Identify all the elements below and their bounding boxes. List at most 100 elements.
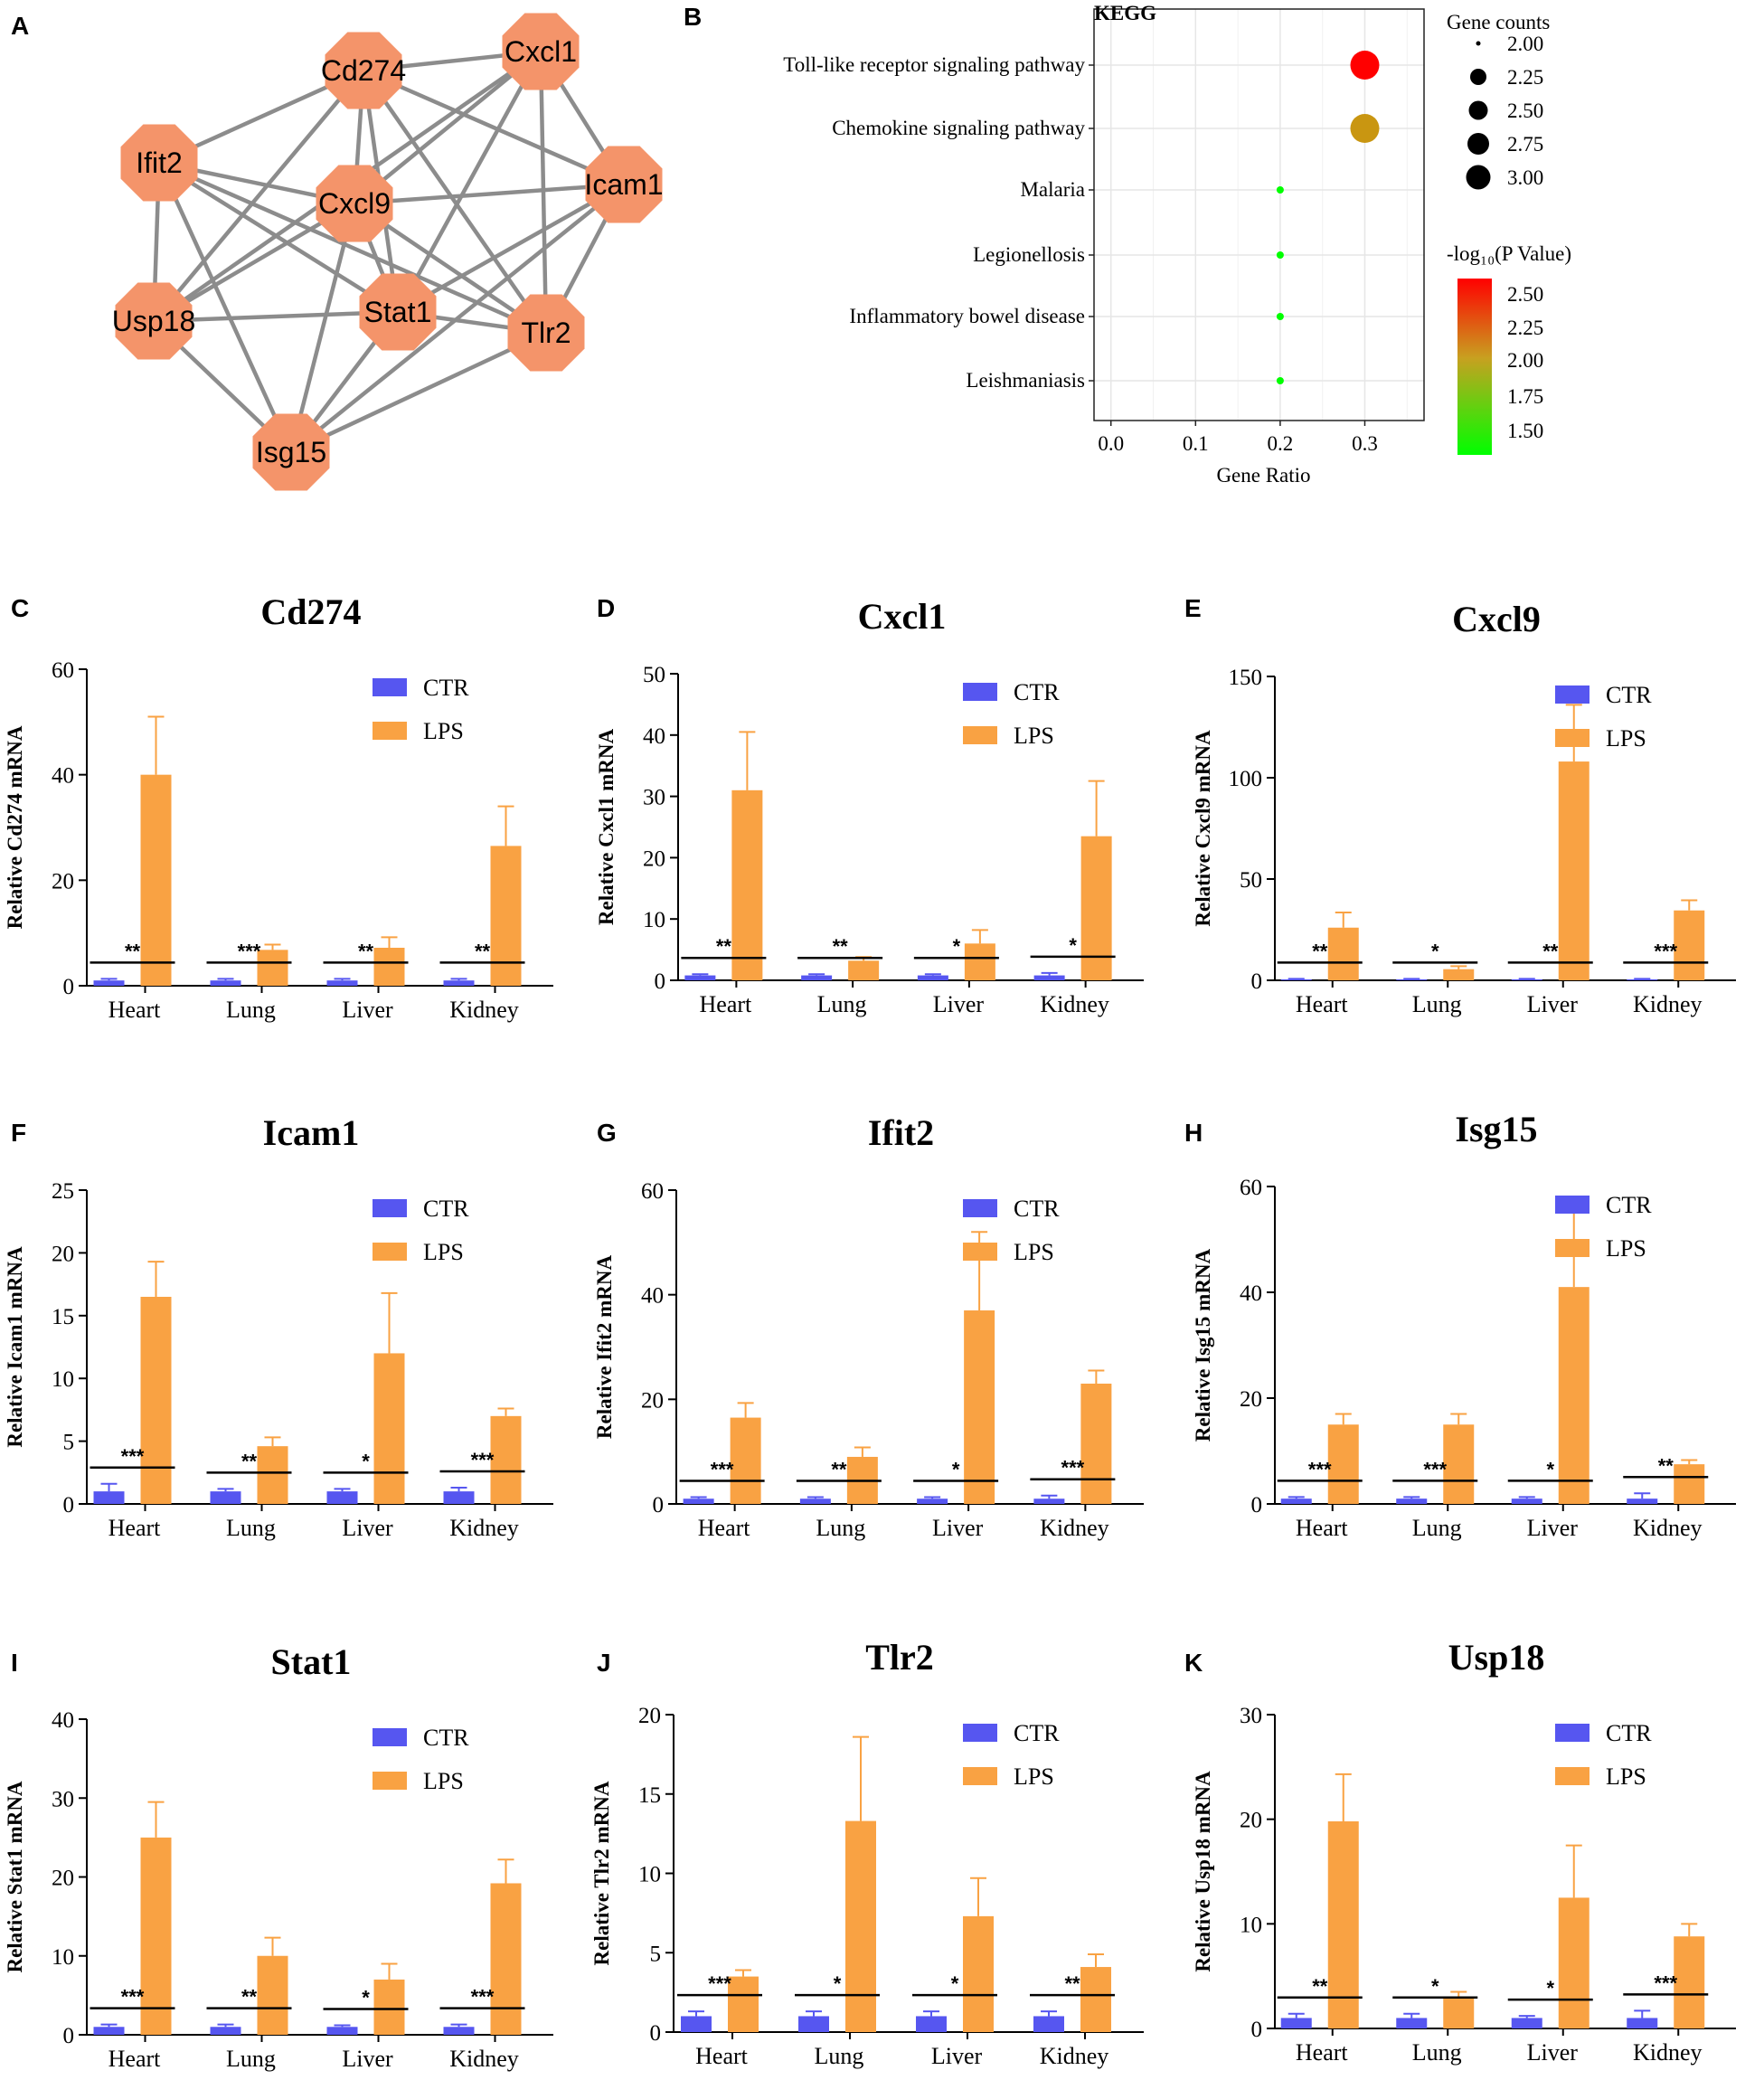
- bar-lps: [1674, 1936, 1705, 2028]
- x-tick-label: Liver: [932, 1515, 984, 1541]
- legend-label-ctr: CTR: [1606, 682, 1652, 708]
- network-node-label: Usp18: [112, 305, 196, 337]
- network-node-label: Cxcl9: [318, 187, 391, 220]
- x-tick-label: Lung: [226, 2046, 276, 2072]
- network-node: [120, 124, 198, 202]
- legend-label-lps: LPS: [1606, 725, 1646, 752]
- significance-marker: *: [951, 1972, 959, 1995]
- size-legend-label: 3.00: [1507, 166, 1543, 189]
- significance-marker: **: [475, 940, 491, 962]
- bar-lps: [1674, 1464, 1705, 1504]
- y-tick-label: 20: [1240, 1387, 1262, 1412]
- x-tick-label: Liver: [342, 1515, 393, 1541]
- chart-title: Cxcl9: [1452, 599, 1541, 639]
- y-tick-label: 5: [63, 1431, 75, 1455]
- network-edge: [153, 309, 399, 324]
- y-tick-label: 30: [52, 1787, 74, 1811]
- x-tick-label: Heart: [108, 997, 162, 1023]
- bar-ctr: [798, 2016, 829, 2032]
- bar-ctr: [1280, 979, 1312, 980]
- x-axis-label: Gene Ratio: [1216, 464, 1310, 487]
- size-legend-dot: [1476, 41, 1481, 46]
- x-tick-label: Liver: [342, 2046, 393, 2072]
- network-edge: [363, 68, 625, 187]
- chart-title: Cd274: [260, 591, 361, 632]
- y-tick-label: 10: [52, 1945, 74, 1970]
- panel-label: I: [11, 1649, 18, 1677]
- x-tick-label: Kidney: [1040, 2043, 1109, 2069]
- bar-lps: [1080, 1383, 1112, 1504]
- significance-marker: **: [831, 1458, 847, 1480]
- legend-swatch-ctr: [1555, 685, 1589, 704]
- legend-label-lps: LPS: [1014, 1239, 1054, 1265]
- x-tick-label: Lung: [1412, 1515, 1462, 1541]
- y-axis-label: Relative Usp18 mRNA: [1192, 1771, 1214, 1972]
- kegg-dot: [1350, 51, 1380, 80]
- size-legend-dot: [1466, 165, 1491, 190]
- legend-label-lps: LPS: [1014, 723, 1054, 749]
- bar-chart-c: Cd274 0 20 40 60 Relative Cd274 mRNA Heart ** Lu…: [4, 591, 553, 1023]
- panel-label: G: [597, 1119, 617, 1147]
- significance-marker: ***: [471, 1449, 495, 1471]
- significance-marker: ***: [1308, 1458, 1332, 1480]
- significance-marker: ***: [121, 1445, 145, 1468]
- kegg-dot: [1276, 251, 1284, 259]
- bar-lps: [257, 1955, 288, 2035]
- y-axis-label: Relative Icam1 mRNA: [4, 1246, 26, 1448]
- bar-lps: [1327, 1820, 1359, 2028]
- bar-lps: [1674, 910, 1705, 980]
- panel-label: B: [684, 3, 702, 31]
- size-legend-dot: [1470, 69, 1486, 85]
- bar-ctr: [917, 1499, 948, 1504]
- significance-marker: *: [1069, 934, 1077, 957]
- legend-swatch-lps: [373, 1772, 407, 1790]
- x-tick-label: Liver: [1527, 2039, 1579, 2066]
- bar-ctr: [326, 1491, 358, 1504]
- x-tick-label: 0.0: [1098, 432, 1124, 455]
- y-axis-label: Relative Cxcl1 mRNA: [595, 729, 618, 926]
- x-tick-label: Heart: [1296, 991, 1349, 1017]
- y-tick-label: 0: [1251, 969, 1263, 994]
- x-tick-label: Kidney: [1633, 2039, 1703, 2066]
- chart-title: Cxcl1: [858, 596, 947, 637]
- significance-marker: ***: [1423, 1458, 1447, 1480]
- bar-ctr: [1280, 2018, 1312, 2028]
- y-tick-label: 40: [641, 1284, 664, 1309]
- x-tick-label: Liver: [1527, 991, 1579, 1017]
- network-node-label: Ifit2: [136, 147, 183, 179]
- legend-label-lps: LPS: [1606, 1763, 1646, 1790]
- network-edge: [288, 203, 357, 453]
- bar-lps: [1327, 927, 1359, 980]
- bar-lps: [490, 1415, 522, 1504]
- x-tick-label: Heart: [1296, 1515, 1349, 1541]
- color-legend-bar: [1457, 279, 1492, 455]
- bar-ctr: [1627, 2018, 1658, 2028]
- legend-swatch-lps: [963, 1767, 997, 1785]
- y-tick-label: Malaria: [1020, 178, 1085, 201]
- y-tick-label: Toll-like receptor signaling pathway: [783, 53, 1085, 76]
- y-tick-label: 40: [52, 764, 74, 789]
- x-tick-label: Kidney: [1040, 1515, 1109, 1541]
- bar-lps: [731, 789, 763, 980]
- significance-marker: **: [125, 940, 141, 962]
- significance-marker: *: [952, 1458, 960, 1480]
- y-tick-label: Leishmaniasis: [966, 369, 1085, 392]
- x-tick-label: 0.3: [1352, 432, 1378, 455]
- x-tick-label: Liver: [1527, 1515, 1579, 1541]
- x-tick-label: Liver: [342, 997, 393, 1023]
- significance-marker: **: [1312, 940, 1328, 962]
- legend-label-ctr: CTR: [1014, 679, 1060, 705]
- bar-ctr: [210, 2027, 241, 2035]
- bar-ctr: [1511, 979, 1542, 980]
- y-tick-label: 50: [643, 663, 665, 687]
- size-legend-label: 2.50: [1507, 99, 1543, 122]
- y-tick-label: 60: [52, 658, 74, 683]
- significance-marker: **: [241, 1450, 258, 1472]
- size-legend-title: Gene counts: [1447, 11, 1550, 33]
- y-tick-label: 5: [650, 1942, 662, 1966]
- x-tick-label: Heart: [108, 2046, 162, 2072]
- y-tick-label: 0: [1251, 1493, 1263, 1517]
- network-edge: [290, 330, 547, 455]
- legend-swatch-lps: [1555, 1239, 1589, 1257]
